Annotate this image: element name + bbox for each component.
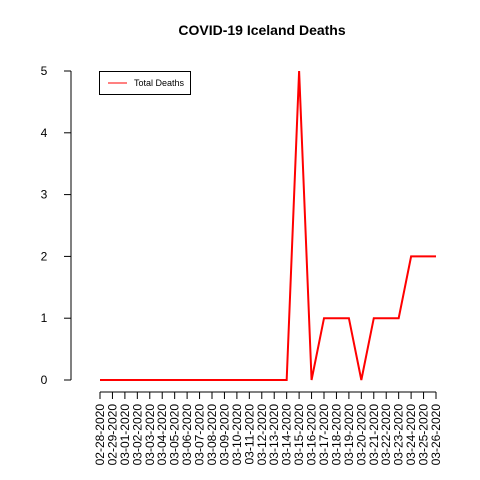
x-tick-label: 03-02-2020 bbox=[130, 404, 144, 466]
y-tick-label: 2 bbox=[41, 249, 48, 263]
x-tick-label: 02-29-2020 bbox=[105, 404, 119, 466]
x-tick-label: 03-08-2020 bbox=[205, 404, 219, 466]
x-tick-label: 03-12-2020 bbox=[255, 404, 269, 466]
x-tick-label: 03-06-2020 bbox=[180, 404, 194, 466]
chart-title: COVID-19 Iceland Deaths bbox=[178, 22, 345, 38]
legend: Total Deaths bbox=[99, 71, 191, 95]
x-tick-label: 03-25-2020 bbox=[417, 404, 431, 466]
x-tick-label: 03-18-2020 bbox=[329, 404, 343, 466]
x-tick-label: 03-19-2020 bbox=[342, 404, 356, 466]
plot-lines bbox=[100, 70, 436, 381]
y-tick-label: 3 bbox=[41, 188, 48, 202]
x-tick-label: 03-26-2020 bbox=[429, 404, 443, 466]
x-tick-label: 03-24-2020 bbox=[404, 404, 418, 466]
legend-box bbox=[99, 71, 191, 95]
x-tick-label: 03-03-2020 bbox=[143, 404, 157, 466]
x-tick-label: 03-17-2020 bbox=[317, 404, 331, 466]
x-tick-label: 03-01-2020 bbox=[118, 404, 132, 466]
x-tick-label: 02-28-2020 bbox=[93, 404, 107, 466]
x-tick-label: 03-16-2020 bbox=[305, 404, 319, 466]
x-tick-label: 03-05-2020 bbox=[168, 404, 182, 466]
x-tick-label: 03-11-2020 bbox=[242, 404, 256, 465]
x-tick-label: 03-13-2020 bbox=[267, 404, 281, 466]
x-tick-label: 03-09-2020 bbox=[217, 404, 231, 466]
x-tick-label: 03-21-2020 bbox=[367, 404, 381, 466]
x-tick-label: 03-23-2020 bbox=[392, 404, 406, 466]
y-tick-label: 0 bbox=[41, 373, 48, 387]
x-tick-label: 03-14-2020 bbox=[280, 404, 294, 466]
x-tick-label: 03-15-2020 bbox=[292, 404, 306, 466]
series-line bbox=[100, 70, 436, 381]
x-axis: 02-28-202002-29-202003-01-202003-02-2020… bbox=[93, 391, 443, 466]
x-tick-label: 03-07-2020 bbox=[193, 404, 207, 466]
x-tick-label: 03-22-2020 bbox=[379, 404, 393, 466]
x-tick-label: 03-10-2020 bbox=[230, 404, 244, 466]
x-tick-label: 03-20-2020 bbox=[354, 404, 368, 466]
legend-label: Total Deaths bbox=[134, 78, 185, 88]
y-axis: 0 1 2 3 4 5 bbox=[41, 64, 72, 387]
y-tick-label: 5 bbox=[41, 64, 48, 78]
y-tick-label: 1 bbox=[41, 311, 48, 325]
x-tick-label: 03-04-2020 bbox=[155, 404, 169, 466]
y-tick-label: 4 bbox=[41, 126, 48, 140]
